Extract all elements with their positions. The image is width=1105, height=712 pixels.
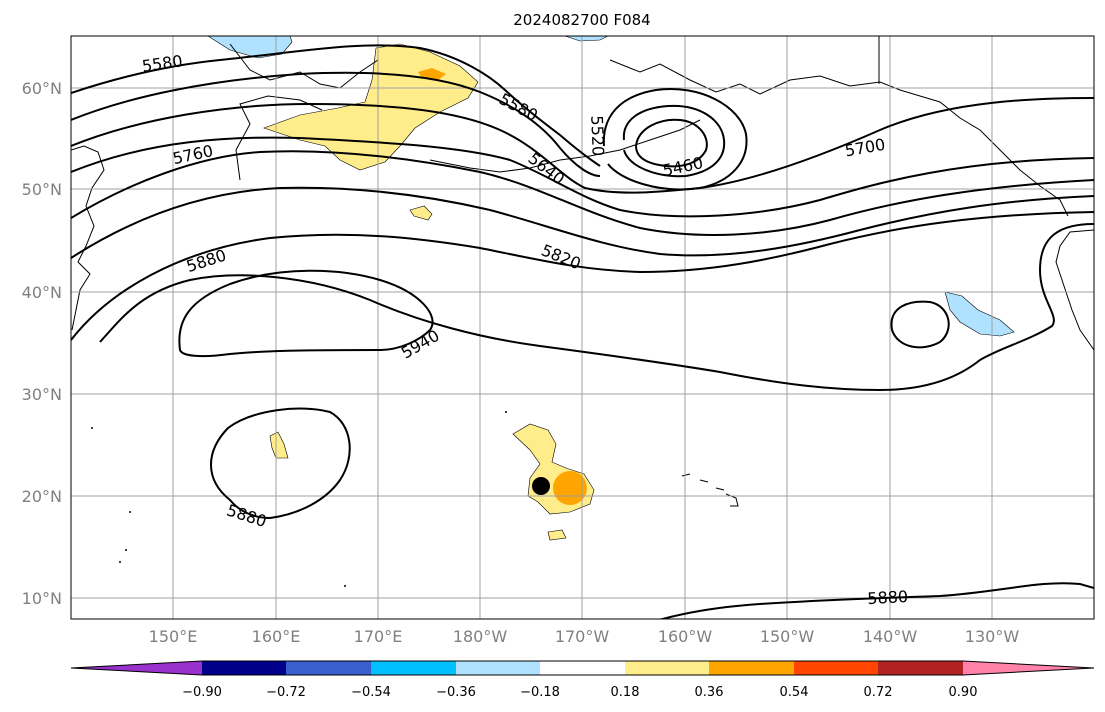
coastline-okhotsk xyxy=(229,43,379,181)
colorbar-segment xyxy=(794,661,878,675)
contour-line xyxy=(71,186,1094,259)
contour-line xyxy=(71,136,1094,218)
height-contours xyxy=(71,44,1094,619)
island-dot xyxy=(91,427,93,429)
anomaly-fill-cyan-north-1 xyxy=(207,36,293,59)
lat-label: 30°N xyxy=(22,385,62,404)
island-dot xyxy=(129,511,131,513)
colorbar-segment xyxy=(878,661,963,675)
contour-label: 5520 xyxy=(587,115,607,156)
lat-label: 40°N xyxy=(22,283,62,302)
lon-label: 170°W xyxy=(555,627,610,646)
contour-line xyxy=(71,71,601,177)
lat-label: 10°N xyxy=(22,589,62,608)
contour-line xyxy=(71,44,601,167)
colorbar-extend-high xyxy=(963,661,1094,675)
colorbar-tick-label: −0.72 xyxy=(266,685,306,700)
colorbar-tick-label: −0.36 xyxy=(436,685,476,700)
colorbar-tick-label: 0.54 xyxy=(780,685,809,700)
colorbar-segment xyxy=(371,661,456,675)
lon-label: 160°E xyxy=(252,627,301,646)
contour-line xyxy=(71,150,1094,236)
anomaly-fill-west-small xyxy=(269,431,289,459)
colorbar-segment xyxy=(202,661,286,675)
colorbar-tick-label: 0.72 xyxy=(864,685,893,700)
colorbar-outline xyxy=(70,660,1095,676)
contour-line xyxy=(99,223,1094,392)
island-dot xyxy=(505,411,507,413)
colorbar-tick-label: −0.90 xyxy=(182,685,222,700)
contour-line xyxy=(658,582,1094,619)
lat-label: 50°N xyxy=(22,180,62,199)
colorbar-segment xyxy=(540,661,625,675)
anomaly-fill-small-north xyxy=(409,205,433,221)
colorbar-tick-label: 0.18 xyxy=(611,685,640,700)
colorbar-tick-label: −0.18 xyxy=(520,685,560,700)
lon-label: 170°E xyxy=(354,627,403,646)
lon-label: 160°W xyxy=(658,627,713,646)
coastline-alaska xyxy=(609,59,1069,217)
anomaly-fill-cyan-east xyxy=(944,291,1015,337)
contour-line xyxy=(210,407,351,520)
colorbar-segments xyxy=(70,660,1095,676)
contour-line xyxy=(634,118,708,168)
lon-label: 150°W xyxy=(760,627,815,646)
island-dot xyxy=(344,585,346,587)
colorbar-extend-low xyxy=(71,661,202,675)
contour-line xyxy=(602,88,748,191)
colorbar-tick-label: 0.36 xyxy=(695,685,724,700)
lon-label: 130°W xyxy=(965,627,1020,646)
map-title: 2024082700 F084 xyxy=(513,11,650,29)
longitude-labels: 150°E 160°E 170°E 180°W 170°W 160°W 150°… xyxy=(149,627,1020,646)
colorbar-segment xyxy=(625,661,709,675)
coastline-na-west xyxy=(1055,229,1094,351)
island-dot xyxy=(125,549,127,551)
colorbar: −0.90 −0.72 −0.54 −0.36 −0.18 0.18 0.36 … xyxy=(70,660,1095,700)
contour-line xyxy=(71,211,1094,341)
gridlines xyxy=(71,36,1094,619)
colorbar-ticks: −0.90 −0.72 −0.54 −0.36 −0.18 0.18 0.36 … xyxy=(182,685,977,700)
colorbar-tick-label: −0.54 xyxy=(351,685,391,700)
contour-line xyxy=(890,300,950,349)
contour-line xyxy=(71,97,1094,194)
anomaly-fill-cyan-north-2 xyxy=(564,36,609,42)
map-panel: 5580 5760 5580 5640 5520 5460 5700 5880 … xyxy=(70,35,1095,620)
anomaly-fill-hawaii-small xyxy=(547,529,567,541)
contour-line xyxy=(622,104,726,178)
coastline-aleutians xyxy=(429,119,701,173)
island-dot xyxy=(119,561,121,563)
colorbar-segment xyxy=(456,661,540,675)
lat-label: 20°N xyxy=(22,487,62,506)
colorbar-segment xyxy=(286,661,371,675)
lat-label: 60°N xyxy=(22,79,62,98)
map-frame xyxy=(70,35,1095,620)
lon-label: 140°W xyxy=(863,627,918,646)
storm-center-marker xyxy=(532,477,550,495)
lon-label: 180°W xyxy=(453,627,508,646)
colorbar-segment xyxy=(709,661,794,675)
coastlines xyxy=(71,36,1094,587)
latitude-labels: 60°N 50°N 40°N 30°N 20°N 10°N xyxy=(22,79,62,608)
coastline-hawaii xyxy=(681,473,739,507)
coastline-asia xyxy=(71,145,105,331)
map-content: 5580 5760 5580 5640 5520 5460 5700 5880 … xyxy=(71,36,1094,619)
lon-label: 150°E xyxy=(149,627,198,646)
colorbar-tick-label: 0.90 xyxy=(949,685,978,700)
contour-line xyxy=(178,269,434,358)
contour-label: 5880 xyxy=(867,587,909,608)
